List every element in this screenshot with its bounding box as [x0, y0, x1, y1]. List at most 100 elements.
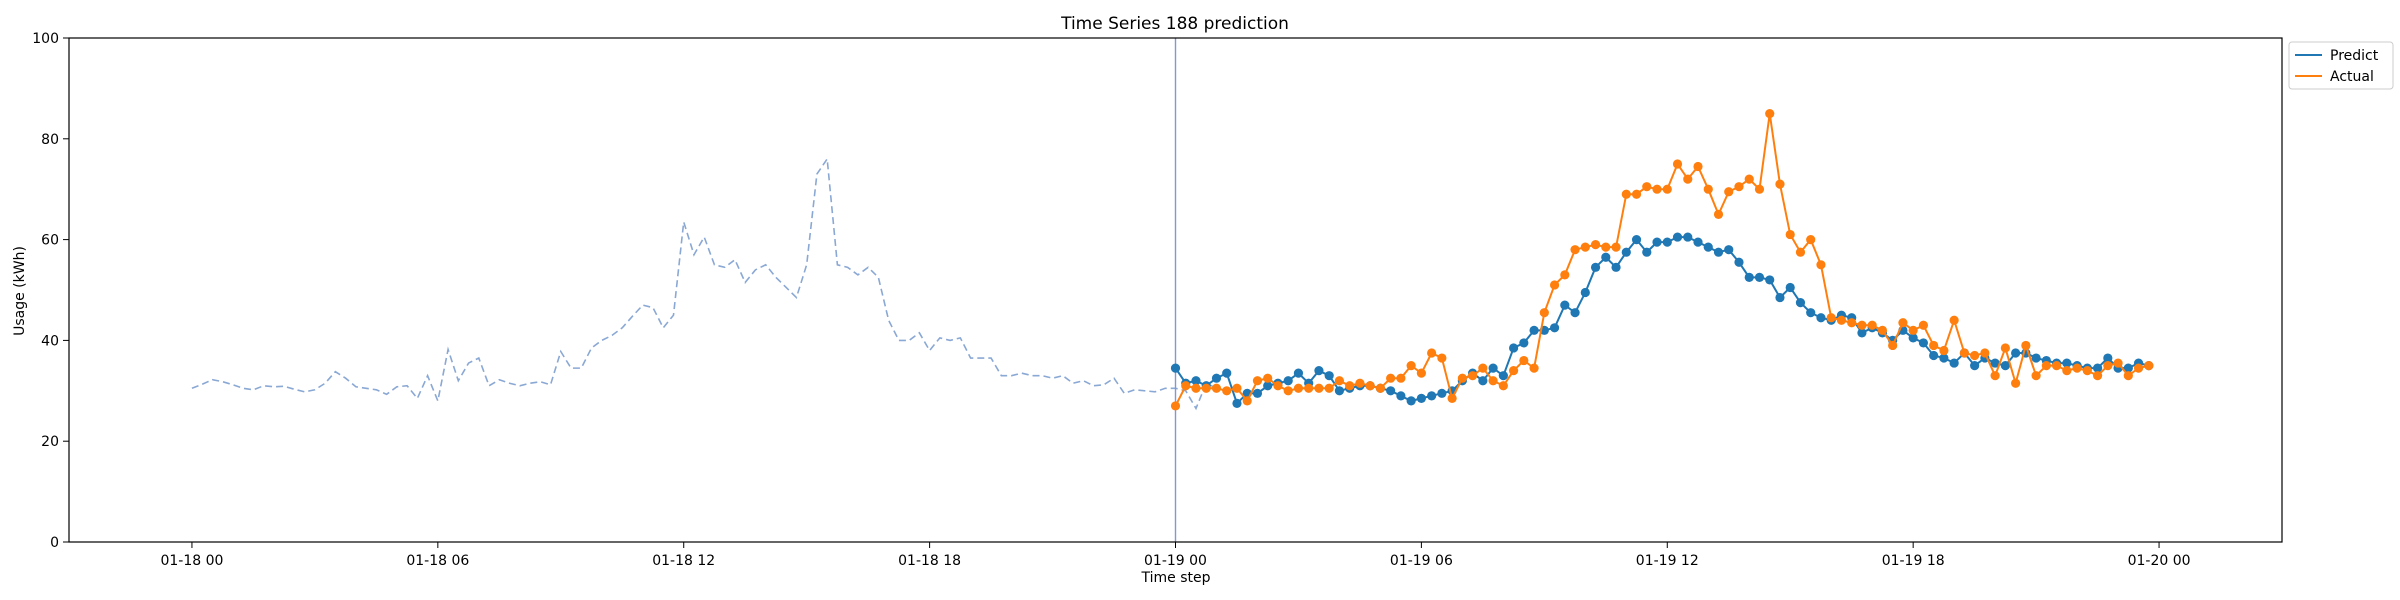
actual-point — [1908, 325, 1918, 335]
predict-point — [1908, 333, 1918, 343]
predict-point — [1519, 338, 1529, 348]
actual-point — [1703, 184, 1713, 194]
predict-point — [1949, 358, 1959, 368]
predict-point — [1775, 292, 1785, 303]
x-tick-label: 01-19 12 — [1636, 553, 1699, 569]
actual-point — [1888, 340, 1898, 351]
legend-predict-label: Predict — [2330, 48, 2379, 64]
predict-point — [2000, 361, 2010, 371]
predict-point — [1642, 247, 1652, 257]
predict-point — [1263, 381, 1273, 391]
actual-point — [1170, 401, 1181, 411]
actual-point — [1539, 308, 1549, 318]
actual-point — [1406, 361, 1416, 371]
predict-point — [1170, 363, 1181, 373]
predict-point — [1857, 328, 1867, 338]
actual-point — [1242, 396, 1252, 406]
actual-point — [1252, 376, 1263, 386]
predict-point — [1560, 300, 1570, 310]
actual-point — [1959, 348, 1969, 358]
actual-point — [1498, 381, 1508, 391]
predict-point — [1252, 388, 1263, 398]
actual-point — [1355, 378, 1365, 388]
actual-point — [2021, 340, 2031, 351]
actual-point — [1211, 383, 1222, 393]
actual-point — [1662, 184, 1672, 194]
actual-point — [1631, 189, 1642, 199]
actual-point — [1181, 381, 1191, 391]
predict-point — [1406, 396, 1416, 406]
predict-point — [1990, 358, 2000, 368]
predict-point — [1816, 313, 1826, 323]
actual-point — [1672, 159, 1683, 169]
actual-point — [1468, 371, 1478, 381]
actual-point — [1775, 179, 1785, 189]
predict-line — [1174, 236, 2150, 406]
predict-point — [1232, 398, 1242, 408]
predict-point — [1508, 343, 1519, 353]
y-ticks: 0 20 40 60 80 100 — [32, 31, 69, 551]
actual-point — [1570, 245, 1580, 255]
actual-point — [1549, 280, 1560, 290]
legend: Predict Actual — [2288, 41, 2394, 90]
actual-point — [1611, 242, 1621, 252]
actual-point — [1713, 209, 1724, 219]
actual-point — [1642, 182, 1652, 192]
predict-point — [1929, 350, 1939, 361]
predict-point — [1283, 376, 1293, 386]
actual-point — [1396, 373, 1406, 383]
predict-point — [1765, 275, 1775, 285]
y-tick-label: 40 — [41, 333, 59, 349]
predict-point — [1222, 368, 1232, 378]
actual-point — [1601, 242, 1611, 252]
x-tick-label: 01-18 12 — [652, 553, 715, 569]
predict-point — [1652, 237, 1662, 247]
x-tick-label: 01-18 00 — [160, 553, 223, 569]
actual-point — [1754, 184, 1765, 194]
actual-point — [1191, 383, 1201, 393]
x-tick-label: 01-18 06 — [406, 553, 469, 569]
predict-point — [2062, 358, 2072, 368]
actual-point — [1949, 315, 1959, 325]
actual-point — [1877, 325, 1888, 335]
actual-point — [1683, 174, 1693, 184]
plot-area — [191, 38, 2154, 542]
predict-point — [1683, 232, 1693, 242]
actual-point — [2000, 343, 2010, 353]
x-tick-label: 01-18 18 — [898, 553, 961, 569]
actual-point — [1304, 383, 1314, 393]
actual-point — [1386, 373, 1396, 383]
axes-frame — [68, 37, 2283, 543]
actual-point — [1529, 363, 1539, 373]
predict-point — [1570, 308, 1580, 318]
actual-point — [1929, 340, 1939, 351]
actual-point — [2113, 358, 2123, 368]
predict-point — [1580, 287, 1590, 298]
predict-point — [1549, 323, 1560, 333]
predict-point — [2092, 363, 2103, 373]
actual-point — [1580, 242, 1590, 252]
predict-point — [1970, 361, 1980, 371]
actual-point — [2123, 371, 2133, 381]
actual-point — [1744, 174, 1754, 184]
y-axis-label: Usage (kWh) — [12, 246, 28, 336]
actual-point — [2031, 371, 2041, 381]
actual-point — [1765, 109, 1775, 119]
actual-point — [1990, 371, 2000, 381]
predict-point — [1478, 376, 1488, 386]
actual-point — [1898, 318, 1908, 328]
predict-point — [1427, 391, 1437, 401]
x-ticks: 01-18 00 01-18 06 01-18 12 01-18 18 01-19 00… — [160, 542, 2191, 569]
predict-point — [2031, 353, 2041, 363]
actual-point — [1324, 383, 1334, 393]
predict-point — [1529, 325, 1539, 335]
actual-point — [1283, 386, 1293, 396]
actual-point — [1795, 247, 1806, 257]
predict-point — [1334, 386, 1345, 396]
predict-point — [1795, 298, 1806, 308]
predict-point — [1590, 262, 1601, 272]
actual-point — [1785, 229, 1795, 240]
predict-point — [1416, 393, 1426, 403]
predict-point — [1744, 272, 1754, 282]
x-tick-label: 01-19 00 — [1144, 553, 1207, 569]
